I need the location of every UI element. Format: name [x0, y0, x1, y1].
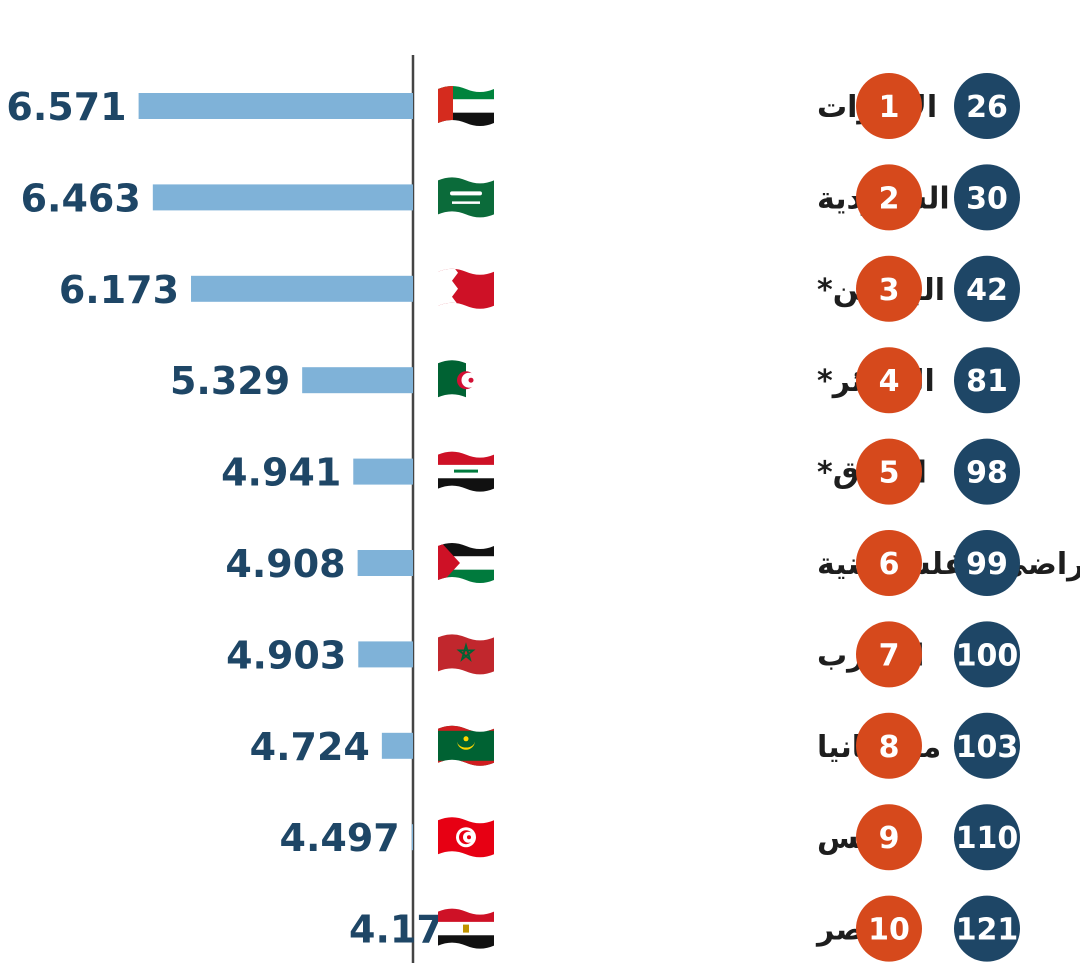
bar — [357, 550, 413, 576]
global-rank-label: 121 — [956, 913, 1019, 948]
bar — [381, 732, 413, 759]
global-rank-badge — [954, 712, 1020, 779]
global-rank-badge — [954, 255, 1020, 322]
global-rank-badge — [954, 73, 1020, 139]
arab-rank-badge — [856, 73, 922, 139]
global-rank-badge — [954, 164, 1020, 231]
global-rank-label: 99 — [966, 547, 1008, 582]
value-label: 4.17 — [349, 908, 443, 952]
arab-rank-badge — [856, 255, 922, 322]
global-rank-badge — [954, 804, 1020, 871]
global-rank-label: 81 — [966, 364, 1008, 399]
arab-rank-label: 10 — [868, 913, 910, 948]
arab-rank-label: 5 — [879, 456, 900, 491]
bar — [191, 275, 413, 302]
arab-rank-label: 4 — [879, 364, 900, 399]
value-label: 5.329 — [170, 359, 290, 403]
bar — [138, 93, 413, 119]
arab-rank-badge — [856, 164, 922, 231]
mauritania-flag-icon — [438, 725, 494, 766]
value-label: 4.497 — [280, 816, 400, 860]
palestine-flag-icon — [438, 543, 494, 583]
global-rank-label: 98 — [966, 456, 1008, 491]
egypt-flag-icon — [438, 908, 494, 949]
global-rank-label: 110 — [956, 821, 1019, 856]
bar — [358, 641, 413, 668]
arab-rank-label: 6 — [879, 547, 900, 582]
bahrain-flag-icon — [438, 268, 494, 309]
global-rank-label: 30 — [966, 181, 1008, 216]
arab-rank-badge — [856, 530, 922, 596]
value-label: 4.724 — [250, 725, 370, 769]
arab-rank-label: 3 — [879, 273, 900, 308]
bar — [411, 824, 413, 851]
uae-flag-icon — [438, 86, 494, 126]
arab-rank-label: 1 — [879, 90, 900, 125]
arab-rank-label: 7 — [879, 638, 900, 673]
bar — [302, 367, 413, 394]
arab-rank-label: 2 — [879, 181, 900, 216]
value-label: 4.908 — [225, 542, 345, 586]
global-rank-badge — [954, 895, 1020, 962]
arab-rank-badge — [856, 895, 922, 962]
global-rank-label: 42 — [966, 273, 1008, 308]
global-rank-badge — [954, 347, 1020, 414]
arab-rank-label: 9 — [879, 821, 900, 856]
morocco-flag-icon — [438, 634, 494, 675]
value-label: 6.571 — [6, 85, 126, 129]
value-label: 6.463 — [21, 176, 141, 220]
global-rank-badge — [954, 438, 1020, 505]
arab-rank-badge — [856, 712, 922, 779]
global-rank-label: 26 — [966, 90, 1008, 125]
global-rank-label: 100 — [956, 638, 1019, 673]
bar — [353, 458, 413, 485]
global-rank-badge — [954, 530, 1020, 596]
algeria-flag-icon — [438, 360, 494, 401]
value-label: 6.173 — [59, 268, 179, 312]
global-rank-label: 103 — [956, 730, 1019, 765]
value-label: 4.941 — [221, 451, 341, 495]
tunisia-flag-icon — [438, 817, 494, 858]
bar — [152, 184, 413, 211]
arab-rank-badge — [856, 438, 922, 505]
arab-rank-badge — [856, 621, 922, 688]
arab-rank-badge — [856, 804, 922, 871]
chart-rows: 6.571الإمارات1266.463السعودية2306.173الب… — [6, 73, 1080, 962]
arab-rank-label: 8 — [879, 730, 900, 765]
value-label: 4.903 — [226, 633, 346, 677]
saudi-flag-icon — [438, 177, 494, 218]
global-rank-badge — [954, 621, 1020, 688]
iraq-flag-icon — [438, 451, 494, 492]
arab-rank-badge — [856, 347, 922, 414]
